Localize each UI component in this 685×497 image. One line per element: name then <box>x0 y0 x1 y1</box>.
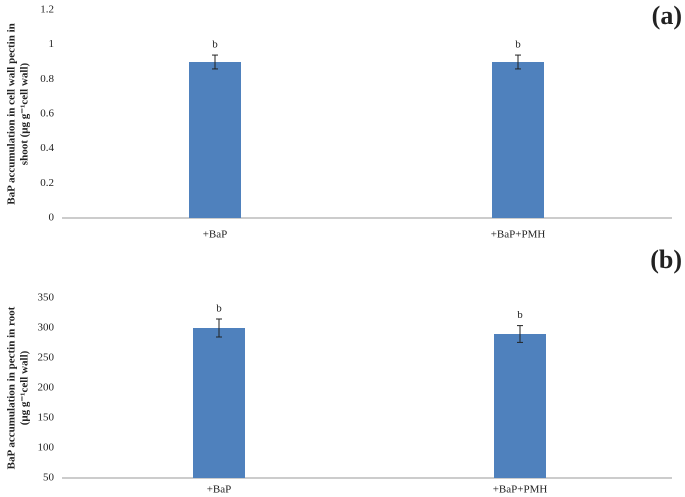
y-tick-label: 1.2 <box>40 4 54 16</box>
panel-label: (b) <box>650 245 682 274</box>
bar <box>189 62 241 218</box>
annotation: b <box>517 309 523 321</box>
annotation: b <box>515 39 521 51</box>
y-tick-label: 200 <box>38 382 55 394</box>
error-bar <box>515 54 521 70</box>
bar <box>193 328 245 478</box>
annotation: b <box>212 39 218 51</box>
y-tick-label: 0.4 <box>40 142 54 154</box>
y-tick-label: 0.2 <box>40 177 54 189</box>
error-bar <box>212 54 218 70</box>
y-tick-label: 0 <box>49 212 55 224</box>
x-tick-label: +BaP <box>207 484 232 496</box>
y-axis-title: BaP accumulation in cell wall pectin in <box>6 23 18 205</box>
x-tick-label: +BaP+PMH <box>493 484 548 496</box>
x-tick-label: +BaP+PMH <box>491 229 546 241</box>
panel-label: (a) <box>652 1 682 30</box>
x-tick-label: +BaP <box>203 229 228 241</box>
error-bar <box>517 325 523 343</box>
y-tick-label: 250 <box>38 352 55 364</box>
y-tick-label: 50 <box>43 472 55 484</box>
y-tick-label: 100 <box>38 442 55 454</box>
y-axis-title: BaP accumulation in pectin in root <box>6 306 18 469</box>
bar <box>492 62 544 218</box>
y-tick-label: 300 <box>38 322 55 334</box>
annotation: b <box>216 303 222 315</box>
y-axis-title: shoot (μg g⁻¹cell wall) <box>19 62 31 165</box>
y-tick-label: 0.6 <box>40 108 54 120</box>
y-tick-label: 0.8 <box>40 73 54 85</box>
y-tick-label: 350 <box>38 292 55 304</box>
bar <box>494 334 546 478</box>
y-axis-title: (μg g⁻¹cell wall) <box>19 350 31 425</box>
error-bar <box>216 318 222 338</box>
y-tick-label: 150 <box>38 412 55 424</box>
y-tick-label: 1 <box>49 38 55 50</box>
